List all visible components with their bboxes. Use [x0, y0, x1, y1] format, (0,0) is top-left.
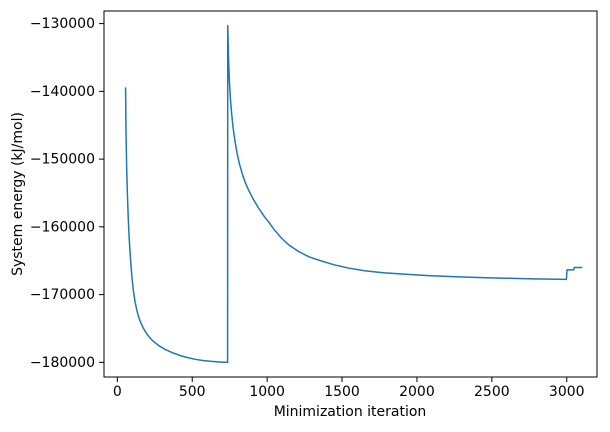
- y-tick-label: −160000: [30, 219, 95, 235]
- x-tick-label: 1000: [249, 384, 285, 400]
- y-tick-label: −130000: [30, 16, 95, 32]
- y-tick-label: −150000: [30, 152, 95, 168]
- x-tick-label: 2500: [474, 384, 510, 400]
- x-tick-label: 1500: [324, 384, 360, 400]
- y-tick-label: −170000: [30, 287, 95, 303]
- plot-border: [103, 10, 598, 378]
- y-axis-label: System energy (kJ/mol): [10, 112, 26, 276]
- x-tick-label: 2000: [399, 384, 435, 400]
- system-energy-line: [124, 24, 583, 364]
- x-axis-label: Minimization iteration: [274, 404, 427, 420]
- x-tick-label: 0: [113, 384, 122, 400]
- x-tick-label: 3000: [549, 384, 585, 400]
- x-axis: 0 500 1000 1500 2000 2500 3000: [113, 377, 585, 400]
- y-axis: −130000 −140000 −150000 −160000 −170000 −1800…: [30, 16, 104, 371]
- series-group: [124, 24, 583, 364]
- x-tick-label: 500: [179, 384, 206, 400]
- y-tick-label: −180000: [30, 355, 95, 371]
- plot-background: [104, 11, 597, 377]
- y-tick-label: −140000: [30, 84, 95, 100]
